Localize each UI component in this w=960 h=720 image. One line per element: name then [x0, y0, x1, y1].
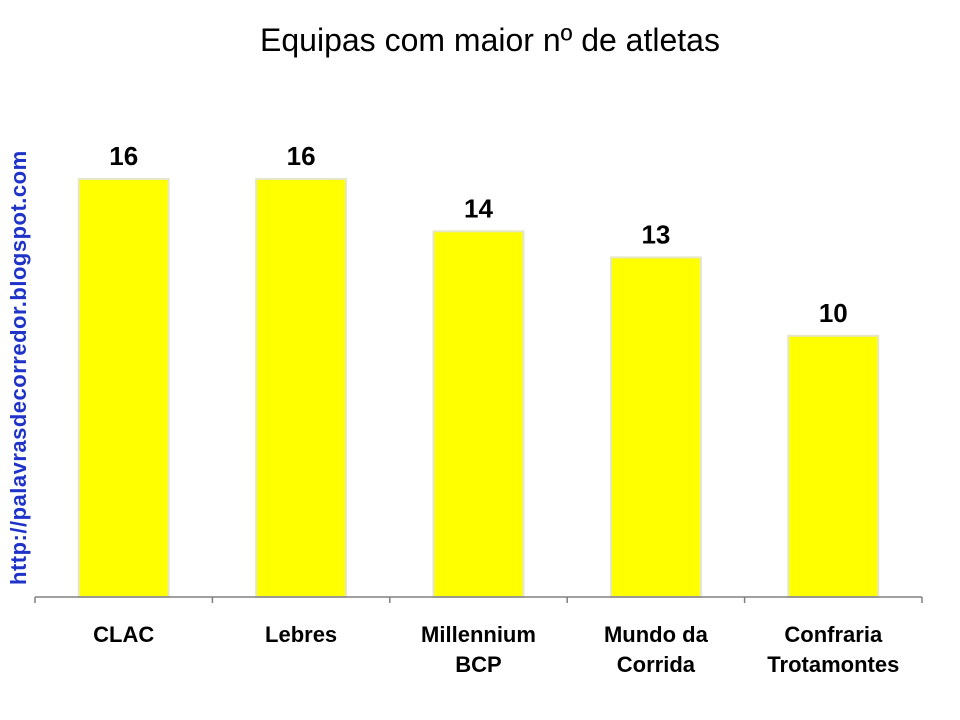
bar-3	[609, 256, 702, 598]
x-tick-label-1: Lebres	[265, 622, 337, 647]
data-label-2: 14	[464, 193, 493, 223]
x-tick-label-0: CLAC	[93, 622, 154, 647]
bar-0	[77, 178, 170, 598]
x-tick-label-3: Mundo da Corrida	[604, 622, 709, 677]
x-tick-label-4: Confraria Trotamontes	[767, 622, 899, 677]
x-tick-label-2: Millennium BCP	[421, 622, 536, 677]
chart-title: Equipas com maior nº de atletas	[260, 22, 720, 58]
data-label-3: 13	[641, 219, 670, 249]
bar-2	[432, 230, 525, 599]
bar-4	[787, 334, 880, 599]
data-label-4: 10	[819, 298, 848, 328]
bar-1	[255, 178, 348, 598]
data-label-1: 16	[287, 141, 316, 171]
data-label-0: 16	[109, 141, 138, 171]
